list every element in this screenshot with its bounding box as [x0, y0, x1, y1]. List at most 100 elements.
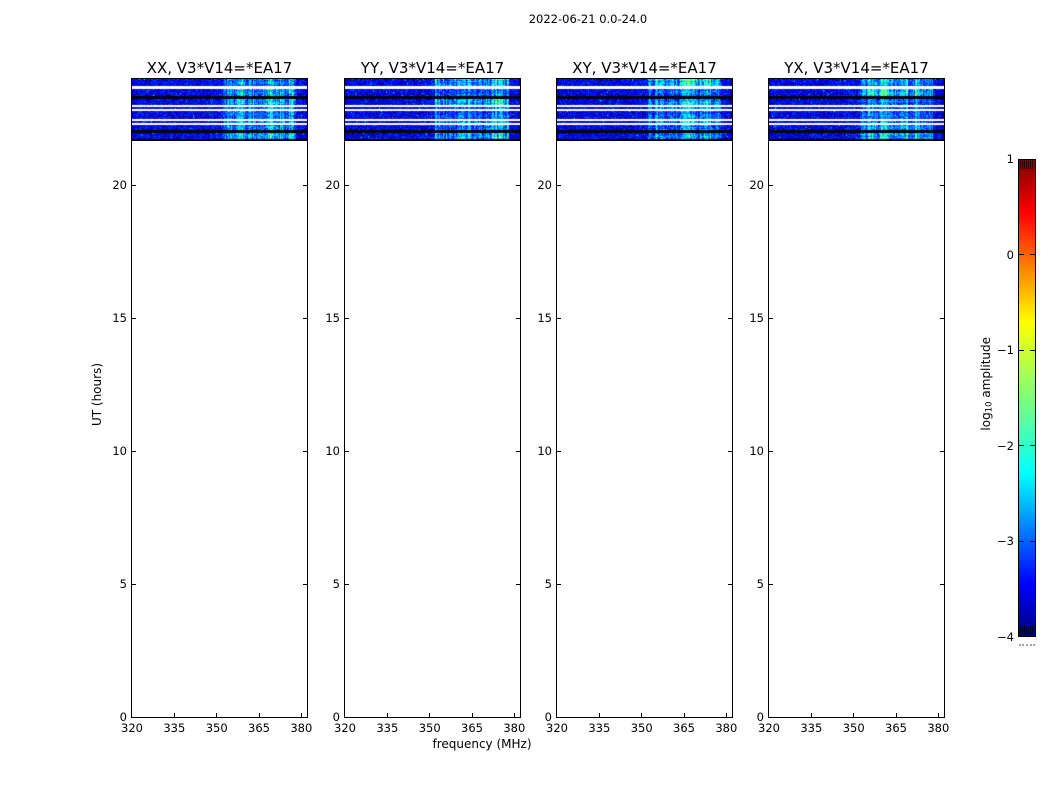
y-tick: [769, 450, 773, 452]
y-tick-label: 0: [756, 710, 764, 724]
y-tick: [303, 184, 307, 186]
y-tick-label: 0: [332, 710, 340, 724]
y-tick: [516, 583, 520, 585]
colorbar-end-hatch: [1020, 626, 1021, 634]
y-tick-label: 15: [325, 311, 340, 326]
y-tick-label: 10: [112, 444, 127, 459]
x-tick: [471, 713, 473, 717]
colorbar-tick-label: 1: [1006, 152, 1014, 166]
spectrogram-data-xx: [132, 79, 307, 141]
y-tick-label: 20: [749, 178, 764, 193]
colorbar-end-hatch: [1030, 626, 1031, 634]
colorbar-end-hatch: [1024, 626, 1025, 634]
x-tick: [216, 713, 218, 717]
x-tick: [258, 713, 260, 717]
y-tick: [940, 450, 944, 452]
x-tick-label: 350: [418, 721, 441, 735]
spectrogram-panel-yy: YY, V3*V14=*EA17: [344, 60, 521, 718]
x-tick-label: 365: [248, 721, 270, 735]
y-tick: [728, 450, 732, 452]
x-tick-label: 320: [546, 721, 568, 735]
colorbar-end-hatch: [1024, 161, 1025, 169]
panel-title-xx: XX, V3*V14=*EA17: [146, 59, 293, 77]
spectrogram-panel-yx: YX, V3*V14=*EA17: [768, 60, 945, 718]
y-tick: [345, 583, 349, 585]
y-tick: [769, 583, 773, 585]
y-tick-label: 20: [112, 178, 127, 193]
colorbar-tick: [1019, 540, 1024, 542]
x-tick-label: 365: [885, 721, 907, 735]
panel-title-yy: YY, V3*V14=*EA17: [360, 59, 505, 77]
spectrogram-data-xy: [557, 79, 732, 141]
panel-title-yx: YX, V3*V14=*EA17: [784, 59, 929, 77]
colorbar-tick: [1019, 349, 1024, 351]
y-tick: [940, 583, 944, 585]
y-tick: [557, 450, 561, 452]
x-tick: [300, 713, 302, 717]
colorbar-end-hatch: [1022, 161, 1023, 169]
colorbar-end-hatch: [1026, 161, 1027, 169]
colorbar-tick: [1030, 445, 1035, 447]
x-tick-label: 380: [927, 721, 950, 735]
x-tick-label: 350: [205, 721, 228, 735]
y-tick: [303, 450, 307, 452]
colorbar-tick-label: −4: [997, 630, 1014, 644]
y-tick: [345, 450, 349, 452]
x-axis-label: frequency (MHz): [432, 737, 532, 751]
colorbar-tick-label: −1: [997, 343, 1014, 358]
x-tick: [173, 713, 175, 717]
colorbar-tick: [1019, 254, 1024, 256]
colorbar-tick: [1030, 349, 1035, 351]
y-tick: [345, 184, 349, 186]
y-tick: [516, 450, 520, 452]
x-tick-label: 335: [376, 721, 399, 735]
x-tick: [513, 713, 515, 717]
y-tick-label: 10: [325, 444, 340, 459]
colorbar-end-hatch: [1032, 626, 1033, 634]
x-tick-label: 335: [163, 721, 186, 735]
figure-title: 2022-06-21 0.0-24.0: [528, 12, 648, 26]
colorbar-tick: [1019, 445, 1024, 447]
colorbar-tick: [1030, 254, 1035, 256]
colorbar-end-dots: [1019, 644, 1035, 646]
colorbar-end-hatch: [1028, 626, 1029, 634]
y-tick-label: 20: [537, 178, 552, 193]
x-tick-label: 365: [461, 721, 483, 735]
y-tick-label: 15: [112, 311, 127, 326]
x-tick: [598, 713, 600, 717]
x-tick-label: 320: [334, 721, 356, 735]
y-axis-label: UT (hours): [90, 363, 104, 427]
y-tick: [728, 317, 732, 319]
x-tick-label: 350: [630, 721, 653, 735]
y-tick-label: 0: [544, 710, 552, 724]
y-tick: [557, 317, 561, 319]
x-tick-label: 365: [673, 721, 695, 735]
x-tick: [641, 713, 643, 717]
y-tick: [769, 317, 773, 319]
spectrogram-data-yy: [345, 79, 520, 141]
panel-title-xy: XY, V3*V14=*EA17: [572, 59, 717, 77]
colorbar-end-hatch: [1022, 626, 1023, 634]
y-tick: [769, 184, 773, 186]
x-tick: [386, 713, 388, 717]
x-tick-label: 380: [715, 721, 738, 735]
y-tick: [940, 184, 944, 186]
x-tick: [810, 713, 812, 717]
x-tick-label: 335: [800, 721, 823, 735]
y-tick: [132, 450, 136, 452]
spectrogram-panel-xy: XY, V3*V14=*EA17: [556, 60, 733, 718]
y-tick: [132, 317, 136, 319]
colorbar-end-hatch: [1026, 626, 1027, 634]
colorbar-end-hatch: [1032, 161, 1033, 169]
y-tick: [557, 583, 561, 585]
x-tick-label: 350: [842, 721, 865, 735]
x-tick: [937, 713, 939, 717]
y-tick: [303, 583, 307, 585]
y-tick-label: 5: [544, 577, 552, 592]
y-tick-label: 10: [537, 444, 552, 459]
x-tick: [895, 713, 897, 717]
spectrogram-panel-xx: XX, V3*V14=*EA17: [131, 60, 308, 718]
y-tick-label: 5: [119, 577, 127, 592]
y-tick: [557, 184, 561, 186]
